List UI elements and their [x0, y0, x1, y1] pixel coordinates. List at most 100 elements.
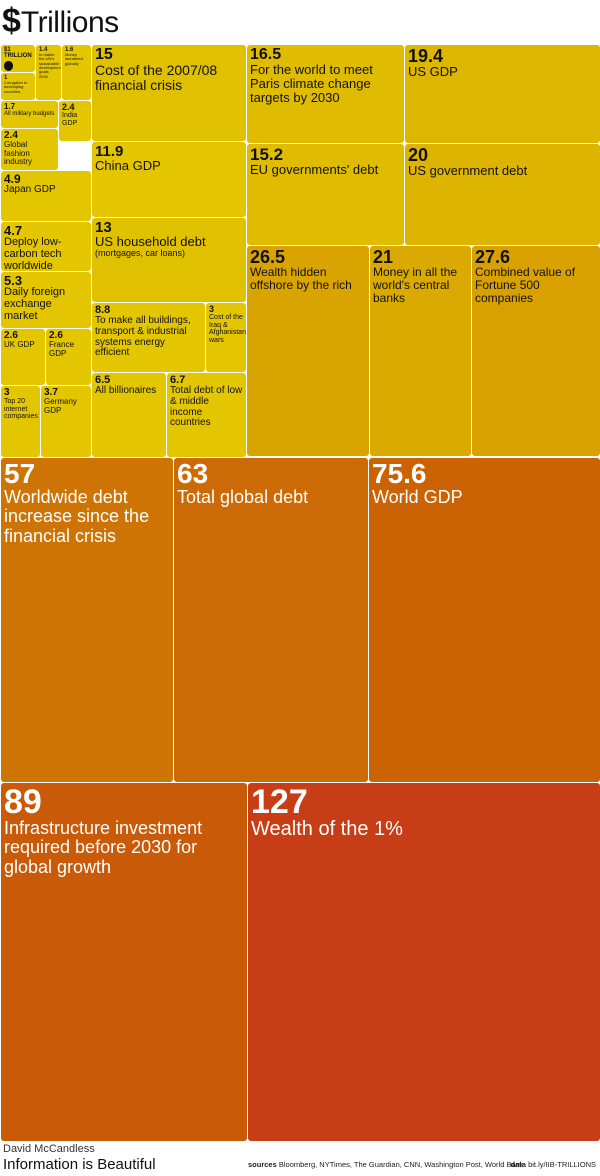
tile-label: China GDP: [95, 158, 161, 173]
tile-label: Wealth hidden offshore by the rich: [250, 265, 352, 292]
treemap-tile: 57 Worldwide debt increase since the fina…: [1, 458, 173, 782]
tile-value: 57: [4, 458, 36, 489]
treemap-tile: 1.7 All military budgets: [1, 101, 58, 128]
tile-value: 11.9: [95, 143, 124, 160]
tile-value: 19.4: [408, 46, 444, 66]
title-text: Trillions: [20, 6, 119, 39]
tile-value: 5.3: [4, 273, 23, 288]
tile-value: 1.6: [65, 47, 74, 53]
treemap-tile: 6.7 Total debt of low & middle income cou…: [167, 373, 246, 457]
tile-label: UK GDP: [4, 340, 35, 349]
treemap-tile: 5.3 Daily foreign exchange market: [1, 272, 91, 328]
treemap-tile: 4.7 Deploy low-carbon tech worldwide: [1, 222, 91, 271]
data-link[interactable]: bit.ly/IIB-TRILLIONS: [528, 1160, 596, 1169]
apple-icon: [4, 61, 13, 71]
tile-label: For the world to meet Paris climate chan…: [250, 62, 373, 106]
treemap-tile: 26.5 Wealth hidden offshore by the rich: [247, 246, 369, 456]
treemap-tile: 1.6 Money laundered globally: [62, 45, 91, 100]
tile-value: 20: [408, 145, 429, 165]
chart-title: $ Trillions: [2, 2, 119, 42]
treemap-tile: 1 Corruption in developing countries: [1, 73, 35, 100]
tile-label: Top 20 internet companies: [4, 398, 38, 421]
tile-value: 2.6: [4, 330, 18, 341]
tile-value: 2.6: [49, 330, 63, 341]
tile-value: 13: [95, 219, 112, 236]
tile-value: 21: [373, 247, 394, 267]
treemap-tile: 13 US household debt (mortgages, car loans…: [92, 218, 246, 302]
tile-value: 3: [4, 387, 10, 398]
tile-label: Global fashion industry: [4, 140, 33, 167]
tile-label: All military budgets: [4, 111, 55, 117]
treemap-tile: 89 Infrastructure investment required bef…: [1, 783, 247, 1141]
treemap-tile: 127 Wealth of the 1%: [248, 783, 600, 1141]
tile-value: 6.5: [95, 374, 111, 386]
tile-label: Combined value of Fortune 500 companies: [475, 265, 576, 305]
tile-value: 2.4: [4, 130, 18, 141]
treemap-tile: 19.4 US GDP: [405, 45, 600, 143]
title-dollar-sign: $: [2, 2, 21, 40]
tile-label: US household debt: [95, 234, 206, 249]
tile-label: Cost of the Iraq & Afghanistan wars: [209, 314, 246, 344]
data-label: data: [510, 1160, 526, 1169]
author-name: David McCandless: [3, 1143, 95, 1155]
tile-label: Money laundered globally: [65, 52, 83, 66]
tile-label: To make all buildings, transport & indus…: [95, 315, 191, 359]
treemap-tile: 6.5 All billionaires: [92, 373, 166, 457]
treemap-tile: 2.6 UK GDP: [1, 329, 45, 385]
tile-value: 3.7: [44, 387, 58, 398]
tile-value: 8.8: [95, 304, 111, 316]
tile-value: 6.7: [170, 374, 186, 386]
treemap-tile: 11.9 China GDP: [92, 142, 246, 217]
tile-label: US GDP: [408, 64, 458, 79]
tile-label: Germany GDP: [44, 397, 77, 415]
treemap-tile: 63 Total global debt: [174, 458, 368, 782]
treemap-tile: 15 Cost of the 2007/08 financial crisis: [92, 45, 246, 141]
tile-value: 1.4: [39, 47, 48, 53]
treemap-tile: 75.6 World GDP: [369, 458, 600, 782]
tile-value: 89: [4, 783, 42, 821]
treemap-tile: 27.6 Combined value of Fortune 500 compan…: [472, 246, 600, 456]
treemap-tile: 15.2 EU governments' debt: [247, 144, 404, 245]
tile-label: Corruption in developing countries: [4, 80, 27, 94]
treemap-tile: 8.8 To make all buildings, transport & in…: [92, 303, 205, 372]
tile-label: US government debt: [408, 163, 528, 178]
tile-label: Daily foreign exchange market: [4, 286, 66, 322]
tile-label: All billionaires: [95, 385, 157, 396]
tile-value: 15.2: [250, 145, 284, 164]
tile-value: 15: [95, 46, 113, 63]
brand-name: Information is Beautiful: [3, 1156, 156, 1173]
tile-label: Money in all the world's central banks: [373, 265, 458, 305]
data-link-line: data bit.ly/IIB-TRILLIONS: [511, 1160, 596, 1169]
tile-value: 75.6: [372, 458, 427, 489]
treemap-tile: 20 US government debt: [405, 144, 600, 245]
tile-label: World GDP: [372, 487, 463, 507]
treemap-tile: 3 Top 20 internet companies: [1, 386, 40, 457]
tile-value: 16.5: [250, 46, 282, 63]
tile-label: Infrastructure investment required befor…: [4, 818, 203, 877]
tile-value: 1: [4, 75, 8, 81]
tile-value: $1 TRILLION: [4, 47, 32, 59]
treemap-tile: 2.4 India GDP: [59, 101, 91, 141]
tile-label: France GDP: [49, 340, 74, 358]
tile-value: 3: [209, 304, 215, 314]
tile-label: Japan GDP: [4, 184, 56, 195]
tile-value: 26.5: [250, 247, 286, 267]
treemap-tile: $1 TRILLION: [1, 45, 35, 72]
treemap-tile: 2.6 France GDP: [46, 329, 91, 385]
tile-value: 2.4: [62, 102, 75, 112]
tile-label: Cost of the 2007/08 financial crisis: [95, 62, 218, 94]
tile-value: 127: [251, 783, 308, 821]
tile-label: India GDP: [62, 112, 78, 127]
treemap-tile: 3 Cost of the Iraq & Afghanistan wars: [206, 303, 246, 372]
tile-value: 4.9: [4, 172, 21, 186]
treemap-tile: 21 Money in all the world's central banks: [370, 246, 471, 456]
tile-value: 4.7: [4, 223, 23, 238]
tile-label: Deploy low-carbon tech worldwide: [4, 236, 62, 271]
tile-label: to match the UN's sustainable developmen…: [39, 52, 61, 79]
treemap-tile: 16.5 For the world to meet Paris climate …: [247, 45, 404, 143]
treemap-tile: 2.4 Global fashion industry: [1, 129, 58, 170]
treemap-tile: 4.9 Japan GDP: [1, 171, 91, 221]
tile-label: Total debt of low & middle income countr…: [170, 385, 243, 429]
sources-label: sources: [248, 1160, 277, 1169]
credits: David McCandless Information is Beautifu…: [3, 1143, 156, 1174]
